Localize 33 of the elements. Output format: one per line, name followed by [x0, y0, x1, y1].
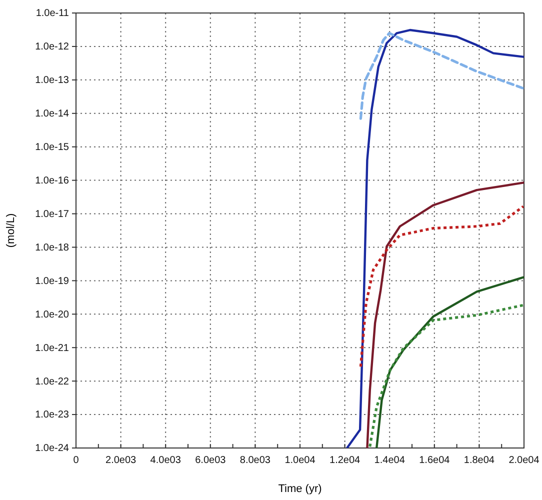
line-series [368, 304, 524, 448]
x-tick-label: 2.0e04 [508, 455, 540, 466]
y-tick-label: 1.0e-16 [35, 176, 70, 187]
x-tick-label: 1.2e04 [330, 455, 361, 466]
x-tick-label: 1.4e04 [374, 455, 406, 466]
y-tick-label: 1.0e-24 [35, 443, 70, 454]
line-series [346, 28, 524, 448]
y-tick-label: 1.0e-23 [35, 410, 70, 421]
x-tick-label: 6.0e03 [195, 455, 226, 466]
line-series [366, 182, 524, 448]
x-tick-label: 2.0e03 [106, 455, 137, 466]
x-tick-label: 8.0e03 [240, 455, 271, 466]
y-tick-label: 1.0e-11 [36, 8, 70, 20]
x-tick-label: 1.8e04 [464, 455, 495, 466]
line-series [359, 205, 524, 368]
y-tick-label: 1.0e-14 [35, 108, 70, 120]
line-series [359, 32, 524, 120]
y-tick-label: 1.0e-17 [35, 208, 70, 220]
x-tick-label: 4.0e03 [150, 455, 182, 466]
y-tick-label: 1.0e-21 [35, 342, 70, 354]
x-tick-label: 1.0e04 [284, 455, 316, 466]
y-tick-label: 1.0e-13 [35, 75, 70, 86]
y-tick-label: 1.0e-22 [35, 376, 70, 388]
x-tick-label: 0 [73, 455, 80, 466]
line-series [376, 276, 524, 448]
y-tick-label: 1.0e-19 [35, 276, 70, 287]
y-tick-label: 1.0e-20 [35, 309, 70, 320]
y-tick-label: 1.0e-12 [35, 42, 70, 53]
y-tick-label: 1.0e-15 [35, 142, 70, 154]
y-tick-label: 1.0e-18 [35, 242, 70, 254]
x-tick-label: 1.6e04 [419, 455, 450, 466]
x-axis-title: Time (yr) [278, 483, 322, 495]
y-axis-title: (mol/L) [5, 213, 17, 248]
